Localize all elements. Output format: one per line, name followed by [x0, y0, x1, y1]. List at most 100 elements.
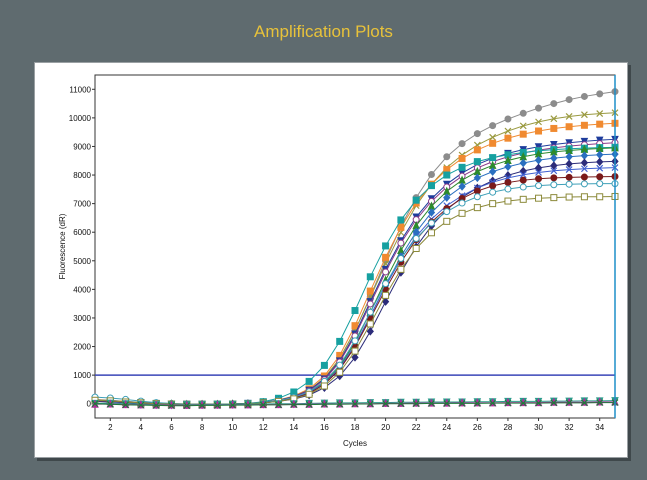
data-point [550, 167, 558, 175]
data-point [535, 169, 542, 176]
data-point [213, 401, 221, 409]
data-point [397, 239, 405, 247]
data-point [320, 361, 328, 369]
data-point [519, 130, 527, 138]
data-point [596, 164, 604, 172]
y-tick-label: 6000 [73, 228, 91, 237]
x-tick-label: 24 [442, 423, 451, 432]
data-point [489, 188, 497, 196]
data-point [458, 163, 466, 171]
data-point [198, 401, 206, 409]
data-point [580, 173, 588, 181]
data-point [259, 401, 267, 409]
data-point [596, 193, 604, 201]
data-point [596, 180, 604, 188]
chart-title: Amplification Plots [254, 22, 393, 41]
data-point [427, 208, 436, 217]
data-point [489, 122, 497, 130]
data-point [397, 255, 405, 263]
data-point [366, 308, 374, 316]
data-point [489, 139, 497, 147]
data-point [565, 399, 573, 407]
data-point [458, 140, 466, 148]
x-tick-label: 20 [381, 423, 390, 432]
data-point [275, 401, 282, 409]
y-tick-label: 10000 [69, 114, 92, 123]
data-point [382, 253, 390, 261]
data-point [535, 175, 543, 183]
data-point [550, 194, 558, 202]
x-tick-label: 2 [108, 423, 113, 432]
data-point [137, 401, 145, 409]
data-point [580, 121, 588, 129]
data-point [565, 180, 573, 188]
data-point [366, 400, 374, 408]
data-point [535, 399, 542, 407]
data-point [519, 109, 527, 117]
data-point [229, 401, 237, 409]
data-point [381, 297, 390, 306]
data-point [473, 173, 482, 183]
x-tick-label: 4 [139, 423, 144, 432]
data-point [382, 268, 390, 276]
data-point [489, 182, 497, 190]
data-point [535, 182, 543, 190]
data-point [443, 193, 451, 202]
data-point [504, 399, 512, 407]
data-point [351, 337, 359, 345]
data-point [427, 182, 435, 190]
data-point [320, 382, 328, 390]
data-point [535, 118, 542, 126]
data-point [106, 400, 114, 408]
data-point [596, 157, 604, 167]
data-point [596, 120, 604, 128]
data-point [519, 171, 527, 179]
data-point [535, 127, 543, 135]
data-point [596, 399, 604, 406]
data-point [366, 320, 374, 328]
amplification-chart[interactable]: 2 4 6 8 10 12 14 16 18 20 22 24 26 28 30 32 340100020003… [35, 63, 627, 457]
data-point [244, 401, 252, 409]
data-point [290, 401, 298, 408]
data-point [535, 104, 543, 112]
data-point [535, 194, 543, 202]
data-point [443, 153, 451, 161]
data-point [473, 130, 481, 138]
data-point [443, 171, 451, 179]
data-point [473, 158, 481, 166]
x-tick-label: 32 [565, 423, 574, 432]
y-tick-label: 1000 [73, 371, 91, 380]
data-point [412, 196, 420, 204]
data-point [458, 154, 466, 162]
data-point [489, 133, 497, 141]
data-point [366, 327, 374, 336]
series-group [91, 88, 619, 410]
data-point [336, 368, 344, 376]
x-tick-label: 34 [595, 423, 604, 432]
data-point [504, 127, 512, 135]
data-point [580, 399, 588, 407]
data-point [351, 322, 359, 330]
data-point [565, 123, 573, 131]
data-point [519, 399, 527, 407]
y-tick-label: 8000 [73, 171, 91, 180]
data-point [366, 287, 374, 295]
data-point [580, 180, 588, 188]
y-tick-label: 3000 [73, 314, 91, 323]
data-point [183, 402, 191, 410]
data-point [550, 174, 558, 182]
data-point [427, 170, 435, 178]
x-tick-label: 6 [169, 423, 174, 432]
data-point [168, 402, 175, 410]
data-point [550, 181, 558, 189]
data-point [305, 377, 313, 385]
y-tick-label: 9000 [73, 142, 91, 151]
data-point [443, 208, 451, 216]
data-point [504, 197, 512, 205]
data-point [550, 115, 558, 123]
data-point [351, 347, 359, 355]
data-point [489, 154, 497, 162]
data-point [458, 399, 466, 407]
data-point [504, 134, 512, 142]
data-point [320, 400, 328, 408]
